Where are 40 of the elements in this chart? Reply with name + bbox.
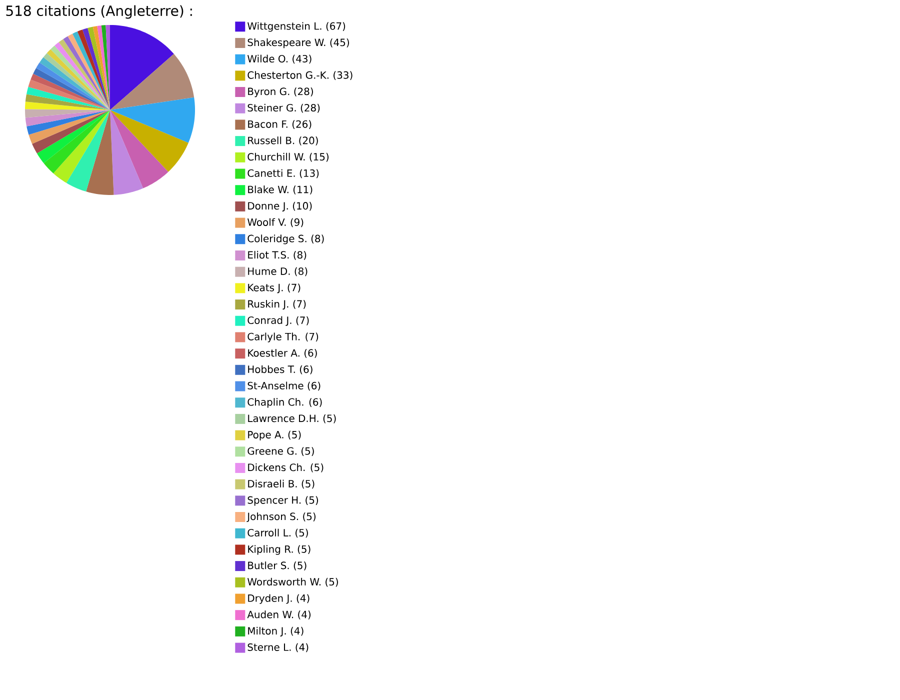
legend-label: Chesterton G.-K. (33) [248,71,352,80]
legend-label: Johnson S. (5) [246,512,316,522]
legend-label: Greene G. (5) [248,447,314,456]
legend-label: Keats J. (7) [248,284,300,294]
chart-title: 518 citations (Angleterre) : [6,5,192,19]
legend-label: Chaplin Ch. (6) [248,398,322,408]
legend-label: Hume D. (8) [248,267,308,276]
legend-label: Shakespeare W. (45) [248,38,349,48]
legend-label: Donne J. (10) [248,202,312,212]
legend-label: Wilde O. (43) [247,54,312,64]
legend-label: St-Anselme (6) [248,382,320,391]
legend-label: Spencer H. (5) [248,496,318,506]
legend-label: Russell B. (20) [248,136,318,146]
legend-label: Conrad J. (7) [248,316,309,326]
legend-label: Blake W. (11) [248,186,312,194]
legend-label: Sterne L. (4) [248,643,308,652]
legend-label: Canetti E. (13) [248,169,319,178]
legend-label: Lawrence D.H. (5) [248,414,336,424]
legend-label: Coleridge S. (8) [248,234,324,244]
legend-label: Carlyle Th. (7) [248,332,318,342]
legend-label: Ruskin J. (7) [248,300,306,310]
legend-label: Hobbes T. (6) [248,365,312,374]
legend-label: Butler S. (5) [248,561,306,570]
legend-label: Byron G. (28) [248,87,313,98]
legend-label: Carroll L. (5) [248,528,308,538]
legend-label: Disraeli B. (5) [248,480,314,489]
legend-label: Auden W. (4) [247,610,311,620]
legend-label: Koestler A. (6) [248,349,317,358]
legend-label: Kipling R. (5) [248,545,310,555]
legend-label: Milton J. (4) [248,626,304,636]
legend-label: Woolf V. (9) [247,218,304,228]
legend-label: Wordsworth W. (5) [247,578,338,587]
legend-label: Dryden J. (4) [248,594,310,604]
legend-label: Wittgenstein L. (67) [247,22,346,32]
legend-label: Eliot T.S. (8) [248,250,306,260]
legend-label: Dickens Ch. (5) [248,463,324,472]
legend-label: Steiner G. (28) [248,104,320,113]
legend-label: Pope A. (5) [248,430,301,440]
legend-label: Bacon F. (26) [248,120,312,130]
legend-label: Churchill W. (15) [248,152,329,162]
